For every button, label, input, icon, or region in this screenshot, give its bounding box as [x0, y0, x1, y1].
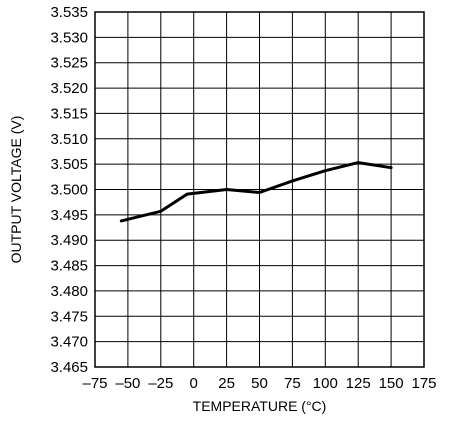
x-tick-label: 25 — [218, 375, 235, 392]
y-tick-label: 3.490 — [50, 232, 88, 249]
x-tick-label: –75 — [82, 375, 107, 392]
x-tick-label: 150 — [379, 375, 404, 392]
x-tick-label: 125 — [346, 375, 371, 392]
y-tick-labels: 3.535 3.530 3.525 3.520 3.515 3.510 3.505 3.500… — [50, 4, 88, 376]
grid-lines — [95, 12, 424, 367]
x-tick-label: –50 — [115, 375, 140, 392]
y-tick-label: 3.475 — [50, 308, 88, 325]
y-axis-title: OUTPUT VOLTAGE (V) — [8, 116, 24, 264]
plot-frame — [94, 11, 425, 368]
y-tick-label: 3.535 — [50, 4, 88, 21]
x-tick-label: 0 — [190, 375, 198, 392]
y-tick-label: 3.465 — [50, 359, 88, 376]
y-tick-label: 3.470 — [50, 334, 88, 351]
y-tick-label: 3.525 — [50, 55, 88, 72]
y-tick-label: 3.495 — [50, 207, 88, 224]
y-tick-label: 3.505 — [50, 156, 88, 173]
x-tick-label: 175 — [411, 375, 436, 392]
x-tick-label: 75 — [284, 375, 301, 392]
y-tick-label: 3.510 — [50, 131, 88, 148]
x-tick-label: –25 — [148, 375, 173, 392]
series-line — [119, 161, 393, 223]
x-tick-label: 100 — [313, 375, 338, 392]
x-tick-label: 50 — [251, 375, 268, 392]
x-tick-labels: –75 –50 –25 0 25 50 75 100 125 150 175 — [82, 375, 436, 392]
series-group — [119, 161, 393, 223]
x-axis-title: TEMPERATURE (°C) — [193, 398, 327, 414]
y-tick-label: 3.500 — [50, 182, 88, 199]
y-tick-label: 3.515 — [50, 105, 88, 122]
y-tick-label: 3.530 — [50, 29, 88, 46]
y-tick-label: 3.485 — [50, 258, 88, 275]
y-tick-label: 3.520 — [50, 80, 88, 97]
y-tick-label: 3.480 — [50, 283, 88, 300]
